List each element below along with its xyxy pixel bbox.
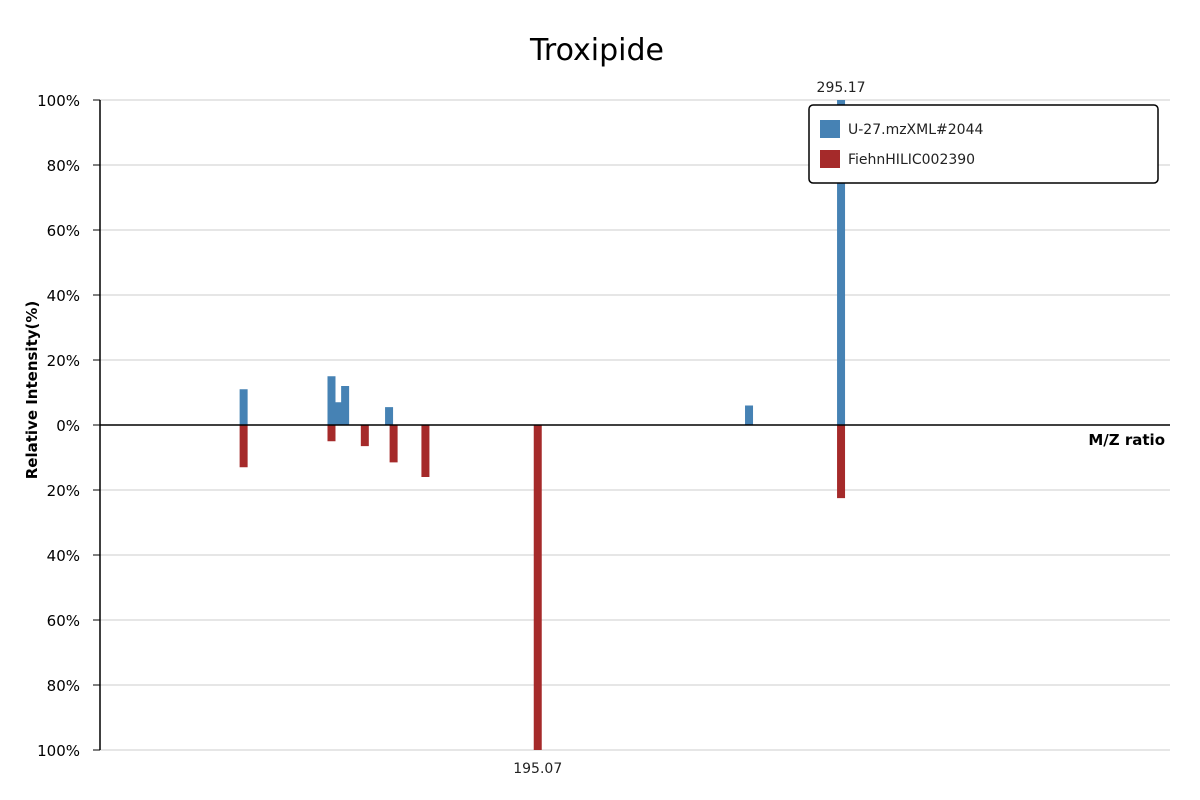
peak-bar-bottom — [421, 425, 430, 477]
peak-label: 195.07 — [513, 761, 562, 777]
y-tick-label: 0% — [56, 417, 80, 435]
peak-label: 295.17 — [817, 80, 866, 96]
chart-title: Troxipide — [529, 33, 664, 68]
peak-bar-bottom — [239, 425, 248, 468]
peak-bars — [239, 100, 846, 750]
peak-bar-bottom — [360, 425, 369, 447]
peak-bar-bottom — [533, 425, 542, 750]
y-tick-label: 20% — [47, 482, 80, 500]
y-axis-ticks: 100% 80% 60% 40% 20% 0% 20% 40% 60% 80% 100% — [37, 92, 100, 760]
x-axis-label: M/Z ratio — [1088, 431, 1165, 449]
legend-label-bottom: FiehnHILIC002390 — [848, 152, 975, 168]
y-tick-label: 80% — [47, 157, 80, 175]
y-tick-label: 60% — [47, 612, 80, 630]
y-tick-label: 60% — [47, 222, 80, 240]
legend-label-top: U-27.mzXML#2044 — [848, 122, 983, 138]
peak-bar-top — [333, 402, 342, 425]
peak-bar-top — [745, 405, 754, 425]
legend-box — [808, 104, 1159, 184]
peak-bar-top — [239, 389, 248, 425]
y-tick-label: 40% — [47, 547, 80, 565]
peak-bar-bottom — [327, 425, 336, 442]
axes — [99, 100, 1170, 750]
y-axis-label: Relative Intensity(%) — [23, 301, 41, 480]
peak-labels: 295.17 195.07 — [513, 80, 865, 777]
legend-swatch-bottom — [820, 150, 840, 168]
grid-lines — [100, 99, 1170, 751]
peak-bar-top — [327, 376, 336, 425]
peak-bar-top — [385, 407, 394, 425]
legend-swatch-top — [820, 120, 840, 138]
y-tick-label: 40% — [47, 287, 80, 305]
y-tick-label: 100% — [37, 92, 80, 110]
y-tick-label: 20% — [47, 352, 80, 370]
peak-bar-bottom — [389, 425, 398, 463]
legend: U-27.mzXML#2044 FiehnHILIC002390 — [808, 104, 1159, 184]
y-tick-label: 80% — [47, 677, 80, 695]
peak-bar-bottom — [837, 425, 846, 499]
y-tick-label: 100% — [37, 742, 80, 760]
peak-bar-top — [837, 100, 846, 425]
peak-bar-top — [341, 386, 350, 425]
